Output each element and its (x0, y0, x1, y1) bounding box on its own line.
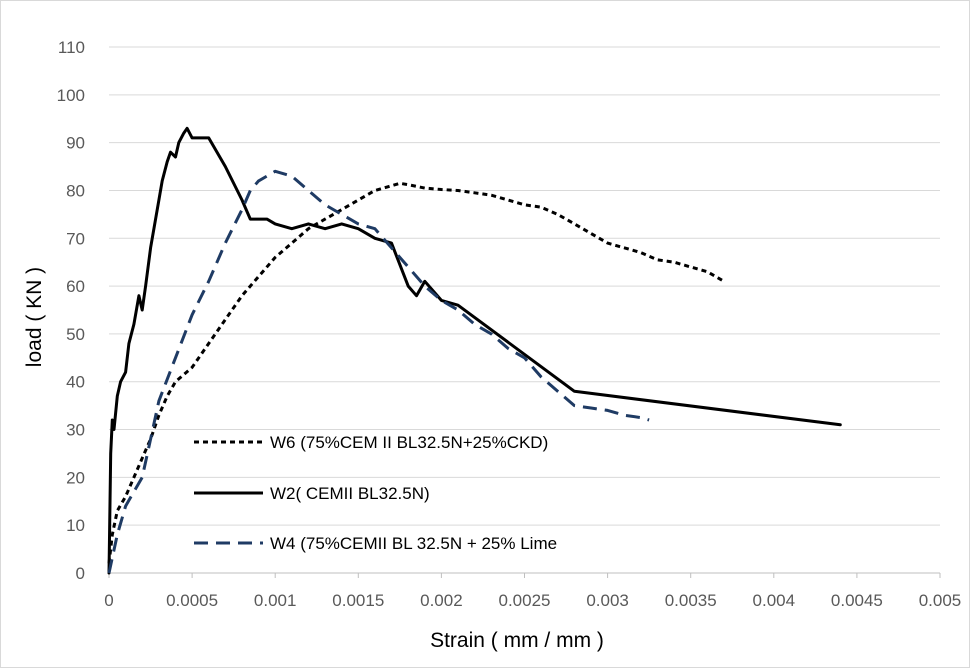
y-tick-label: 70 (66, 229, 85, 248)
y-tick-label: 10 (66, 516, 85, 535)
x-tick-labels: 0 0.0005 0.001 0.0015 0.002 0.0025 0.003 0.0035… (104, 591, 961, 610)
x-tick-label: 0.002 (420, 591, 463, 610)
y-tick-label: 0 (76, 564, 85, 583)
y-tick-label: 50 (66, 325, 85, 344)
legend-item-w4: W4 (75%CEMII BL 32.5N + 25% Lime (194, 534, 557, 553)
x-tick-label: 0.004 (753, 591, 796, 610)
x-tick-label: 0.005 (919, 591, 962, 610)
x-tick-label: 0.0035 (665, 591, 717, 610)
y-tick-label: 80 (66, 181, 85, 200)
y-tick-label: 110 (58, 38, 85, 57)
legend-item-w2: W2( CEMII BL32.5N) (194, 484, 430, 503)
x-tick-label: 0 (104, 591, 113, 610)
x-tick-label: 0.0015 (332, 591, 384, 610)
series-line-2 (107, 169, 650, 574)
y-tick-label: 60 (66, 277, 85, 296)
x-tick-label: 0.003 (586, 591, 629, 610)
y-tick-label: 90 (66, 134, 85, 153)
x-tick-label: 0.0025 (499, 591, 551, 610)
y-axis-title: load ( KN ) (23, 267, 46, 367)
series-lines (107, 126, 842, 575)
legend: W6 (75%CEM II BL32.5N+25%CKD) W2( CEMII … (194, 433, 557, 553)
y-tick-label: 20 (66, 468, 85, 487)
x-axis-title: Strain ( mm / mm ) (430, 629, 604, 652)
axes (108, 572, 941, 578)
legend-label-w6: W6 (75%CEM II BL32.5N+25%CKD) (270, 433, 548, 452)
series-line-1 (107, 126, 842, 575)
x-tick-label: 0.0005 (166, 591, 218, 610)
series-line-0 (107, 181, 725, 564)
x-tick-label: 0.0045 (831, 591, 883, 610)
y-tick-labels: 0 10 20 30 40 50 60 70 80 90 100 110 (57, 38, 85, 583)
legend-label-w2: W2( CEMII BL32.5N) (270, 484, 430, 503)
y-tick-label: 30 (66, 421, 85, 440)
legend-label-w4: W4 (75%CEMII BL 32.5N + 25% Lime (270, 534, 557, 553)
legend-item-w6: W6 (75%CEM II BL32.5N+25%CKD) (194, 433, 548, 452)
gridlines (109, 46, 940, 526)
y-tick-label: 100 (57, 86, 85, 105)
x-tick-label: 0.001 (254, 591, 297, 610)
y-tick-label: 40 (66, 373, 85, 392)
